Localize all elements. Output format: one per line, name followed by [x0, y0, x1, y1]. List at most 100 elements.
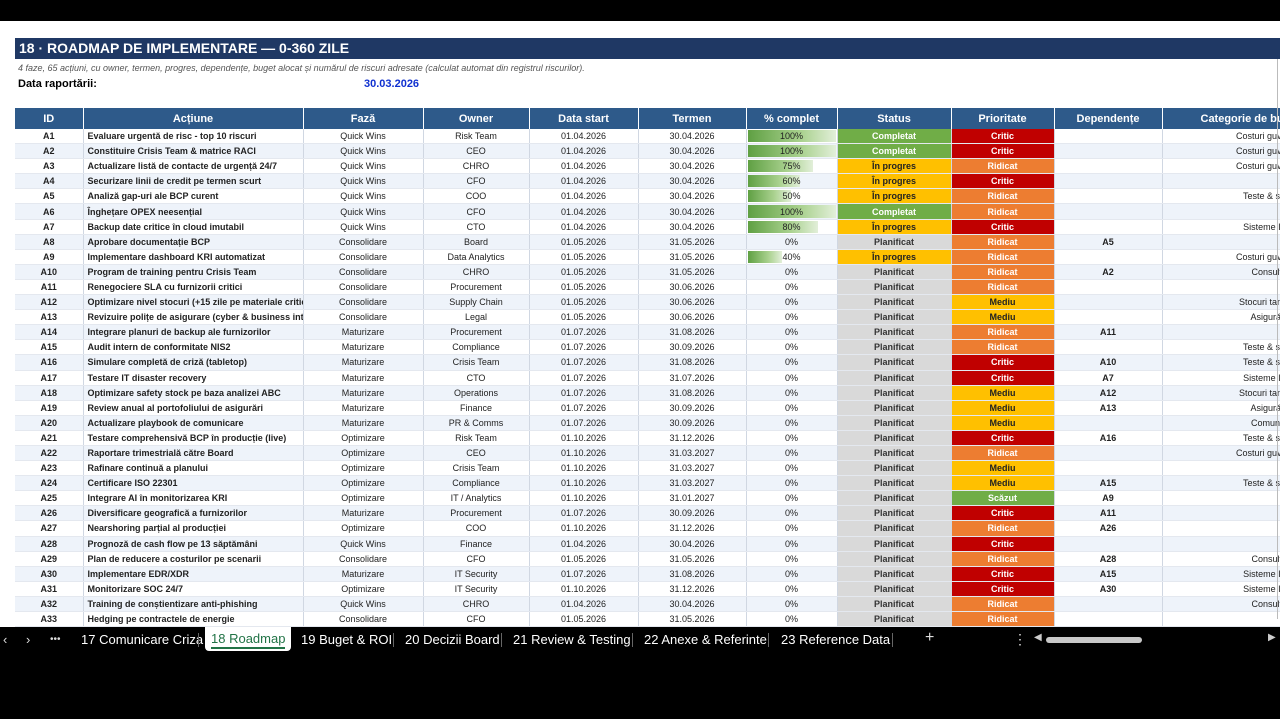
cell-phase[interactable]: Quick Wins — [303, 536, 424, 552]
col-header-action[interactable]: Acțiune — [83, 108, 304, 129]
cell-percent-complete[interactable]: 0% — [746, 581, 838, 597]
cell-priority[interactable]: Mediu — [951, 294, 1055, 311]
cell-percent-complete[interactable]: 0% — [746, 611, 838, 627]
table-row[interactable]: A17 Testare IT disaster recovery Maturizar… — [15, 370, 1280, 386]
cell-owner[interactable]: Procurement — [423, 324, 530, 341]
cell-category[interactable]: Stocuri tampo — [1162, 294, 1280, 311]
cell-id[interactable]: A28 — [15, 536, 84, 552]
table-row[interactable]: A30 Implementare EDR/XDR Maturizare IT Secu… — [15, 566, 1280, 582]
cell-owner[interactable]: CEO — [423, 445, 530, 462]
cell-priority[interactable]: Critic — [951, 370, 1055, 386]
table-row[interactable]: A23 Rafinare continuă a planului Optimizar… — [15, 460, 1280, 477]
cell-start-date[interactable]: 01.05.2026 — [529, 249, 639, 265]
cell-priority[interactable]: Ridicat — [951, 596, 1055, 613]
cell-dependencies[interactable]: A7 — [1054, 370, 1163, 386]
cell-end-date[interactable]: 31.05.2026 — [638, 551, 747, 567]
cell-status[interactable]: Planificat — [837, 430, 952, 446]
table-row[interactable]: A12 Optimizare nivel stocuri (+15 zile pe… — [15, 294, 1280, 311]
cell-owner[interactable]: Procurement — [423, 505, 530, 522]
cell-category[interactable]: Teste & simu — [1162, 339, 1280, 356]
tab-21-review-testing[interactable]: 21 Review & Testing — [513, 632, 631, 647]
cell-phase[interactable]: Consolidare — [303, 309, 424, 326]
table-row[interactable]: A8 Aprobare documentație BCP Consolidare Bo… — [15, 234, 1280, 250]
cell-status[interactable]: Planificat — [837, 279, 952, 296]
cell-start-date[interactable]: 01.04.2026 — [529, 143, 639, 160]
cell-percent-complete[interactable]: 100% — [746, 203, 838, 220]
cell-dependencies[interactable] — [1054, 445, 1163, 462]
cell-priority[interactable]: Scăzut — [951, 490, 1055, 507]
cell-dependencies[interactable] — [1054, 188, 1163, 205]
cell-status[interactable]: Planificat — [837, 445, 952, 462]
cell-status[interactable]: În progres — [837, 158, 952, 175]
cell-category[interactable]: Teste & simu — [1162, 188, 1280, 205]
cell-action[interactable]: Hedging pe contractele de energie — [83, 611, 304, 627]
cell-dependencies[interactable] — [1054, 536, 1163, 552]
table-row[interactable]: A10 Program de training pentru Crisis Tea… — [15, 264, 1280, 280]
cell-category[interactable]: Consultanț — [1162, 264, 1280, 280]
cell-status[interactable]: Planificat — [837, 294, 952, 311]
cell-category[interactable] — [1162, 173, 1280, 190]
add-sheet-icon[interactable]: + — [925, 629, 935, 646]
cell-priority[interactable]: Mediu — [951, 400, 1055, 416]
cell-id[interactable]: A6 — [15, 203, 84, 220]
cell-dependencies[interactable]: A13 — [1054, 400, 1163, 416]
cell-dependencies[interactable]: A28 — [1054, 551, 1163, 567]
cell-phase[interactable]: Maturizare — [303, 566, 424, 582]
cell-start-date[interactable]: 01.05.2026 — [529, 234, 639, 250]
cell-action[interactable]: Backup date critice în cloud imutabil — [83, 219, 304, 235]
cell-percent-complete[interactable]: 0% — [746, 339, 838, 356]
cell-id[interactable]: A20 — [15, 415, 84, 431]
cell-action[interactable]: Prognoză de cash flow pe 13 săptămâni — [83, 536, 304, 552]
cell-id[interactable]: A4 — [15, 173, 84, 190]
cell-category[interactable] — [1162, 505, 1280, 522]
table-row[interactable]: A16 Simulare completă de criză (tabletop)… — [15, 354, 1280, 371]
cell-dependencies[interactable]: A10 — [1054, 354, 1163, 371]
cell-end-date[interactable]: 31.08.2026 — [638, 324, 747, 341]
cell-dependencies[interactable] — [1054, 415, 1163, 431]
cell-end-date[interactable]: 30.06.2026 — [638, 294, 747, 311]
cell-id[interactable]: A29 — [15, 551, 84, 567]
cell-id[interactable]: A22 — [15, 445, 84, 462]
cell-status[interactable]: Planificat — [837, 490, 952, 507]
cell-phase[interactable]: Maturizare — [303, 400, 424, 416]
cell-end-date[interactable]: 31.05.2026 — [638, 264, 747, 280]
table-row[interactable]: A24 Certificare ISO 22301 Optimizare Compli… — [15, 475, 1280, 492]
cell-start-date[interactable]: 01.05.2026 — [529, 551, 639, 567]
cell-action[interactable]: Implementare EDR/XDR — [83, 566, 304, 582]
cell-action[interactable]: Optimizare safety stock pe baza analizei… — [83, 385, 304, 401]
cell-end-date[interactable]: 30.09.2026 — [638, 415, 747, 431]
cell-owner[interactable]: Legal — [423, 309, 530, 326]
cell-phase[interactable]: Optimizare — [303, 430, 424, 446]
cell-phase[interactable]: Optimizare — [303, 520, 424, 537]
cell-category[interactable]: Sisteme IT & — [1162, 219, 1280, 235]
cell-action[interactable]: Diversificare geografică a furnizorilor — [83, 505, 304, 522]
cell-end-date[interactable]: 31.05.2026 — [638, 249, 747, 265]
cell-end-date[interactable]: 31.12.2026 — [638, 581, 747, 597]
table-row[interactable]: A2 Constituire Crisis Team & matrice RACI… — [15, 143, 1280, 160]
cell-action[interactable]: Review anual al portofoliului de asigură… — [83, 400, 304, 416]
cell-start-date[interactable]: 01.10.2026 — [529, 475, 639, 492]
cell-phase[interactable]: Quick Wins — [303, 129, 424, 145]
spreadsheet-area[interactable]: 18 · ROADMAP DE IMPLEMENTARE — 0-360 ZIL… — [0, 21, 1280, 627]
cell-phase[interactable]: Quick Wins — [303, 203, 424, 220]
cell-dependencies[interactable] — [1054, 249, 1163, 265]
cell-category[interactable]: Costuri guvern — [1162, 129, 1280, 145]
table-row[interactable]: A20 Actualizare playbook de comunicare Mat… — [15, 415, 1280, 431]
cell-dependencies[interactable] — [1054, 203, 1163, 220]
cell-percent-complete[interactable]: 0% — [746, 354, 838, 371]
cell-percent-complete[interactable]: 0% — [746, 551, 838, 567]
cell-percent-complete[interactable]: 0% — [746, 279, 838, 296]
cell-phase[interactable]: Maturizare — [303, 385, 424, 401]
cell-priority[interactable]: Ridicat — [951, 234, 1055, 250]
table-row[interactable]: A19 Review anual al portofoliului de asig… — [15, 400, 1280, 416]
cell-percent-complete[interactable]: 0% — [746, 234, 838, 250]
col-header-start[interactable]: Data start — [529, 108, 639, 129]
tab-22-anexe-referinte[interactable]: 22 Anexe & Referinte — [644, 632, 767, 647]
cell-start-date[interactable]: 01.10.2026 — [529, 445, 639, 462]
table-row[interactable]: A25 Integrare AI în monitorizarea KRI Opti… — [15, 490, 1280, 507]
cell-start-date[interactable]: 01.07.2026 — [529, 566, 639, 582]
cell-dependencies[interactable] — [1054, 596, 1163, 613]
cell-percent-complete[interactable]: 0% — [746, 264, 838, 280]
cell-category[interactable]: Costuri guvern — [1162, 445, 1280, 462]
cell-phase[interactable]: Maturizare — [303, 505, 424, 522]
